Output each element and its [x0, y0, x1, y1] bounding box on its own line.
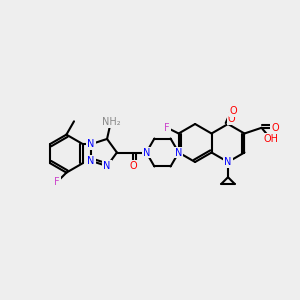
- Text: N: N: [224, 157, 232, 167]
- Text: F: F: [164, 123, 170, 133]
- Text: N: N: [87, 139, 95, 149]
- Text: N: N: [103, 161, 111, 171]
- Text: O: O: [271, 123, 279, 133]
- Text: O: O: [230, 106, 238, 116]
- Text: N: N: [142, 148, 150, 158]
- Text: OH: OH: [264, 134, 279, 144]
- Text: O: O: [228, 114, 236, 124]
- Text: F: F: [54, 177, 60, 187]
- Text: N: N: [175, 148, 182, 158]
- Text: N: N: [87, 156, 95, 166]
- Text: O: O: [129, 161, 137, 171]
- Text: NH₂: NH₂: [101, 117, 120, 127]
